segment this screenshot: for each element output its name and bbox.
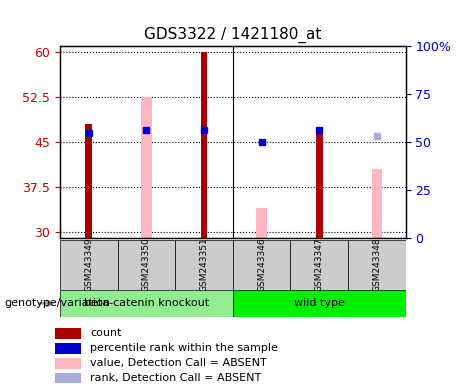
Bar xyxy=(290,240,348,290)
Text: GSM243347: GSM243347 xyxy=(315,238,324,292)
Bar xyxy=(85,124,92,238)
Bar xyxy=(201,52,207,238)
Text: count: count xyxy=(90,328,121,338)
Bar xyxy=(141,97,152,238)
Text: GSM243348: GSM243348 xyxy=(372,238,381,292)
Title: GDS3322 / 1421180_at: GDS3322 / 1421180_at xyxy=(144,27,321,43)
Text: beta-catenin knockout: beta-catenin knockout xyxy=(84,298,209,308)
Text: genotype/variation: genotype/variation xyxy=(5,298,111,308)
Bar xyxy=(233,240,290,290)
Bar xyxy=(175,240,233,290)
Bar xyxy=(55,328,81,339)
Bar xyxy=(55,373,81,383)
Bar xyxy=(60,240,118,290)
Text: GSM243350: GSM243350 xyxy=(142,238,151,292)
Text: rank, Detection Call = ABSENT: rank, Detection Call = ABSENT xyxy=(90,373,261,383)
Bar xyxy=(233,290,406,317)
Text: GSM243349: GSM243349 xyxy=(84,238,93,292)
Text: value, Detection Call = ABSENT: value, Detection Call = ABSENT xyxy=(90,358,266,368)
Bar xyxy=(256,208,267,238)
Bar xyxy=(60,290,233,317)
Text: wild type: wild type xyxy=(294,298,345,308)
Bar xyxy=(118,240,175,290)
Bar xyxy=(55,343,81,354)
Bar xyxy=(372,169,382,238)
Text: GSM243346: GSM243346 xyxy=(257,238,266,292)
Text: GSM243351: GSM243351 xyxy=(200,238,208,292)
Bar xyxy=(316,127,323,238)
Text: percentile rank within the sample: percentile rank within the sample xyxy=(90,343,278,353)
Bar xyxy=(348,240,406,290)
Bar xyxy=(55,358,81,369)
